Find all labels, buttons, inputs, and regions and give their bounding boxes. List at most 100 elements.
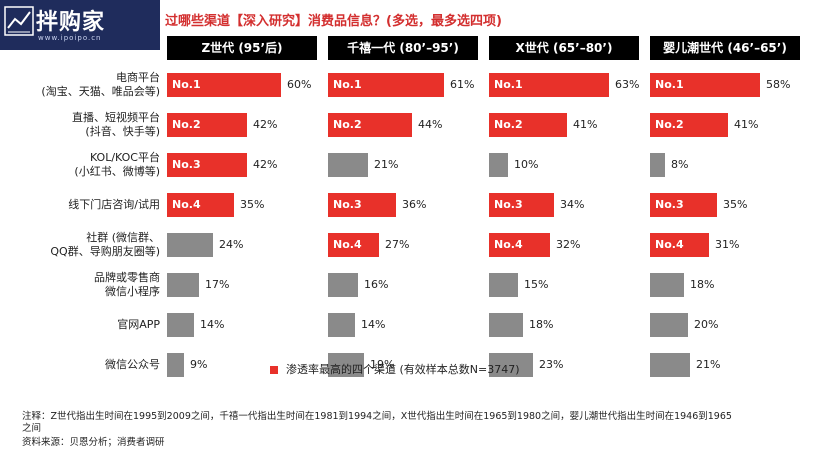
footnote-line-2: 之间	[22, 423, 42, 434]
rank-label: No.2	[494, 118, 523, 131]
bar: No.4	[167, 193, 234, 217]
rank-label: No.2	[172, 118, 201, 131]
value-label: 23%	[539, 358, 564, 371]
rank-label: No.1	[655, 78, 684, 91]
bar	[328, 153, 368, 177]
bar	[489, 153, 508, 177]
rank-label: No.2	[333, 118, 362, 131]
row-label: 官网APP	[117, 318, 160, 331]
value-label: 10%	[514, 158, 539, 171]
bar	[489, 353, 533, 377]
value-label: 58%	[766, 78, 791, 91]
column-header: Z世代 (95’后)	[167, 36, 317, 60]
value-label: 27%	[385, 238, 410, 251]
rank-label: No.3	[655, 198, 684, 211]
bar: No.1	[167, 73, 281, 97]
bar: No.1	[328, 73, 444, 97]
bar	[650, 273, 684, 297]
rank-label: No.3	[333, 198, 362, 211]
bar	[167, 313, 194, 337]
row-label: 直播、短视频平台 (抖音、快手等)	[72, 111, 160, 138]
bar: No.3	[489, 193, 554, 217]
row-label: 电商平台 (淘宝、天猫、唯品会等)	[41, 71, 160, 98]
bar: No.4	[489, 233, 550, 257]
value-label: 61%	[450, 78, 475, 91]
logo-text: 拌购家	[36, 10, 106, 35]
value-label: 21%	[374, 158, 399, 171]
bar: No.4	[328, 233, 379, 257]
bar	[489, 313, 523, 337]
value-label: 34%	[560, 198, 585, 211]
row-label: 微信公众号	[105, 358, 160, 371]
value-label: 35%	[723, 198, 748, 211]
logo: 拌购家 www.ipoipo.cn	[0, 0, 160, 50]
legend: 渗透率最高的四个渠道 (有效样本总数N=3747)	[270, 361, 520, 377]
bar: No.2	[167, 113, 247, 137]
legend-label: 渗透率最高的四个渠道 (有效样本总数N=3747)	[286, 363, 520, 376]
bar	[167, 353, 184, 377]
value-label: 35%	[240, 198, 265, 211]
value-label: 31%	[715, 238, 740, 251]
bar: No.3	[328, 193, 396, 217]
value-label: 36%	[402, 198, 427, 211]
bar	[167, 233, 213, 257]
rank-label: No.3	[494, 198, 523, 211]
value-label: 42%	[253, 158, 278, 171]
bar: No.2	[489, 113, 567, 137]
value-label: 21%	[696, 358, 721, 371]
value-label: 14%	[361, 318, 386, 331]
column-header: 千禧一代 (80’–95’)	[328, 36, 478, 60]
row-label: KOL/KOC平台 (小红书、微博等)	[74, 151, 160, 178]
bar: No.1	[489, 73, 609, 97]
bar	[167, 273, 199, 297]
value-label: 44%	[418, 118, 443, 131]
value-label: 15%	[524, 278, 549, 291]
bar: No.3	[167, 153, 247, 177]
footnote-line-1: 注释：Z世代指出生时间在1995到2009之间，千禧一代指出生时间在1981到1…	[22, 411, 732, 422]
bar	[650, 353, 690, 377]
value-label: 41%	[734, 118, 759, 131]
value-label: 16%	[364, 278, 389, 291]
value-label: 9%	[190, 358, 208, 371]
rank-label: No.4	[655, 238, 684, 251]
rank-label: No.4	[172, 198, 201, 211]
row-label: 品牌或零售商 微信小程序	[94, 271, 160, 298]
rank-label: No.1	[172, 78, 201, 91]
row-label: 社群 (微信群、 QQ群、导购朋友圈等)	[50, 231, 160, 258]
value-label: 18%	[690, 278, 715, 291]
value-label: 63%	[615, 78, 640, 91]
value-label: 18%	[529, 318, 554, 331]
column-header: X世代 (65’–80’)	[489, 36, 639, 60]
bar: No.3	[650, 193, 717, 217]
value-label: 42%	[253, 118, 278, 131]
value-label: 32%	[556, 238, 581, 251]
legend-swatch	[270, 366, 278, 374]
bar	[650, 153, 665, 177]
bar	[328, 313, 355, 337]
rank-label: No.4	[494, 238, 523, 251]
chart-title: 过哪些渠道【深入研究】消费品信息？(多选，最多选四项)	[165, 14, 502, 29]
value-label: 60%	[287, 78, 312, 91]
rank-label: No.1	[494, 78, 523, 91]
bar	[328, 353, 364, 377]
value-label: 8%	[671, 158, 689, 171]
rank-label: No.3	[172, 158, 201, 171]
value-label: 24%	[219, 238, 244, 251]
value-label: 17%	[205, 278, 230, 291]
rank-label: No.1	[333, 78, 362, 91]
row-label: 线下门店咨询/试用	[68, 198, 160, 211]
bar: No.4	[650, 233, 709, 257]
value-label: 41%	[573, 118, 598, 131]
chart-logo-icon	[4, 6, 34, 36]
bar	[328, 273, 358, 297]
logo-url: www.ipoipo.cn	[38, 34, 102, 42]
rank-label: No.4	[333, 238, 362, 251]
value-label: 19%	[370, 358, 395, 371]
bar: No.2	[328, 113, 412, 137]
bar	[650, 313, 688, 337]
bar: No.1	[650, 73, 760, 97]
bar: No.2	[650, 113, 728, 137]
source-note: 资料来源：贝恩分析；消费者调研	[22, 437, 165, 448]
column-header: 婴儿潮世代 (46’–65’)	[650, 36, 800, 60]
value-label: 20%	[694, 318, 719, 331]
